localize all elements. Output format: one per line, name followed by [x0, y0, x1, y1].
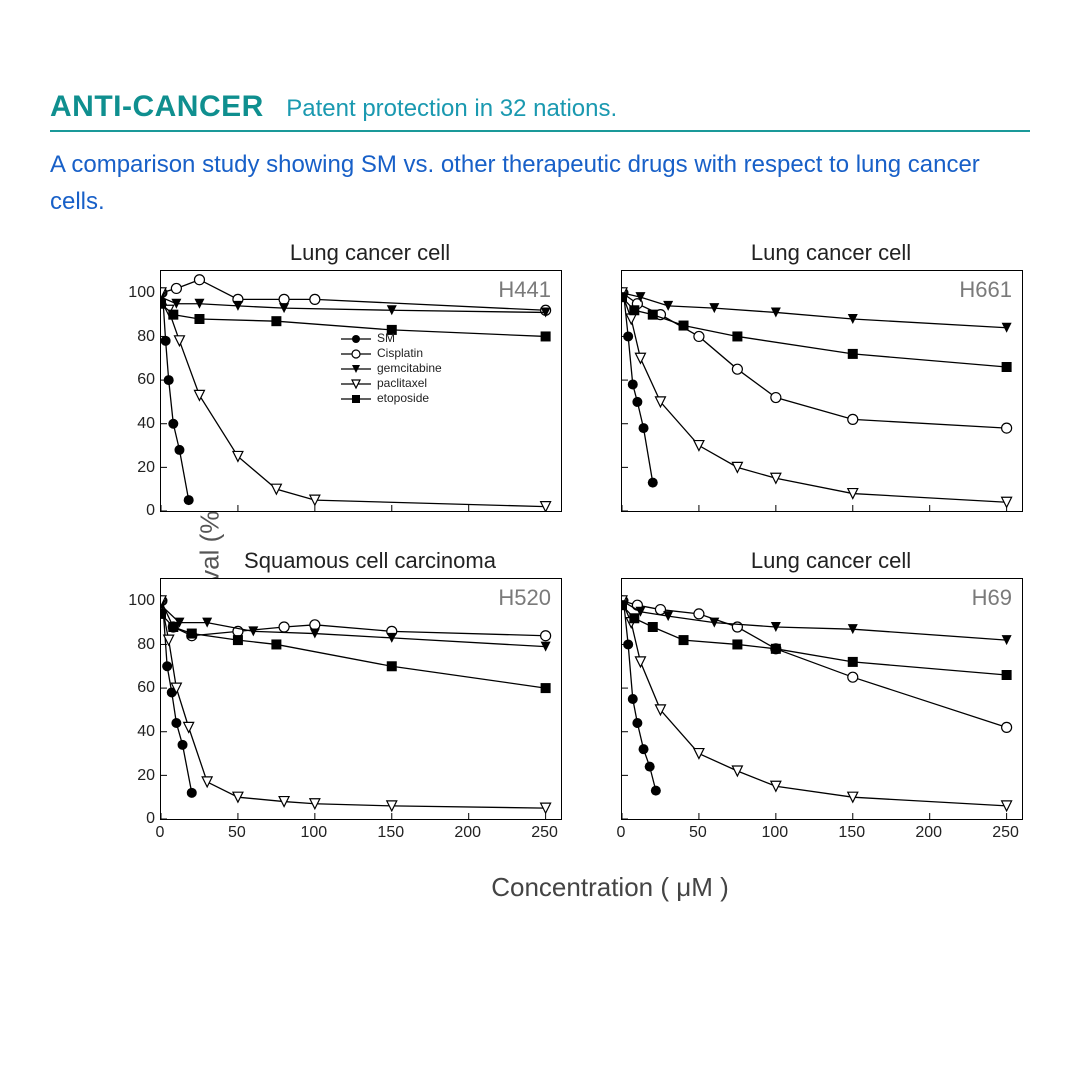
legend-item: paclitaxel [341, 376, 442, 391]
figure-wrap: Survival (%) Lung cancer cell02040608010… [160, 240, 1060, 903]
cell-line-label: H441 [498, 277, 551, 303]
plot-area: 020406080100H441SMCisplatingemcitabinepa… [160, 270, 562, 512]
x-tick-labels: 050100150200250 [160, 824, 560, 844]
header-title: ANTI-CANCER [50, 90, 264, 123]
plot-area: 020406080100H520 [160, 578, 562, 820]
header-subtitle: Patent protection in 32 nations. [286, 95, 617, 122]
y-tick-labels: 020406080100 [119, 579, 155, 819]
x-axis-label: Concentration ( μM ) [160, 872, 1060, 903]
y-tick-labels: 020406080100 [119, 271, 155, 511]
header-bar: ANTI-CANCER Patent protection in 32 nati… [50, 90, 1030, 132]
cell-line-label: H69 [972, 585, 1012, 611]
chart-panel: Lung cancer cell020406080100H441SMCispla… [160, 240, 580, 512]
panel-title: Lung cancer cell [621, 548, 1041, 574]
legend-item: Cisplatin [341, 346, 442, 361]
legend-item: etoposide [341, 391, 442, 406]
chart-panel: Squamous cell carcinoma020406080100H5200… [160, 548, 580, 844]
legend-item: gemcitabine [341, 361, 442, 376]
panel-title: Lung cancer cell [621, 240, 1041, 266]
chart-grid: Lung cancer cell020406080100H441SMCispla… [160, 240, 1060, 844]
x-tick-labels: 050100150200250 [621, 824, 1021, 844]
chart-panel: Lung cancer cell H661 [621, 240, 1041, 512]
panel-title: Lung cancer cell [160, 240, 580, 266]
cell-line-label: H661 [959, 277, 1012, 303]
description-text: A comparison study showing SM vs. other … [50, 146, 1030, 220]
chart-panel: Lung cancer cell H69 050100150200250 [621, 548, 1041, 844]
plot-area: H69 [621, 578, 1023, 820]
legend: SMCisplatingemcitabinepaclitaxeletoposid… [341, 331, 442, 406]
cell-line-label: H520 [498, 585, 551, 611]
plot-area: H661 [621, 270, 1023, 512]
legend-item: SM [341, 331, 442, 346]
